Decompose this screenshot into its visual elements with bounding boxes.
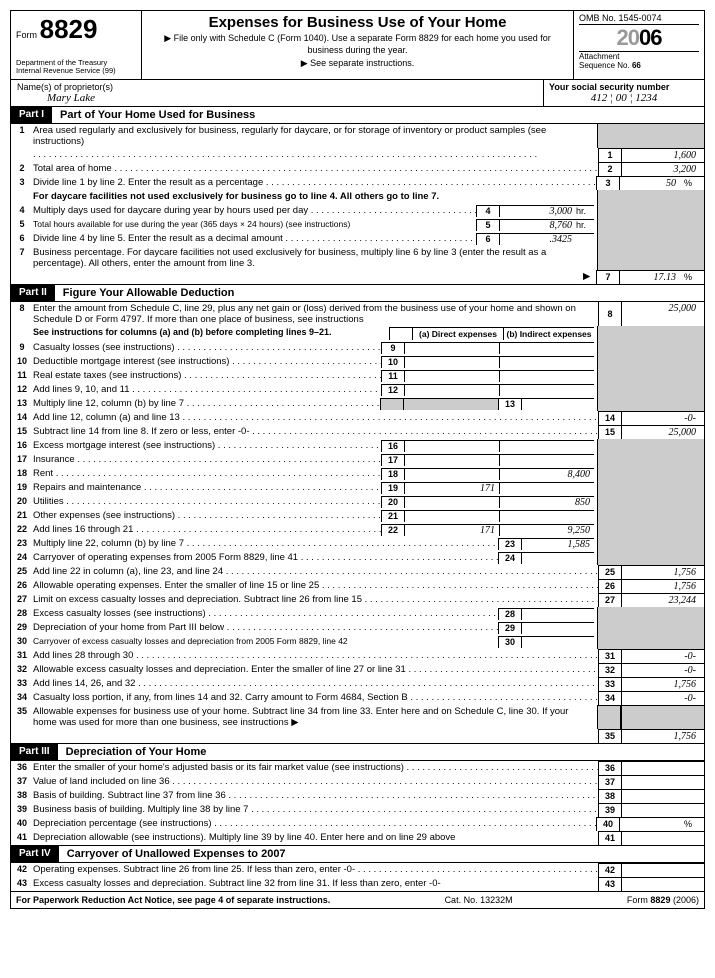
line1-text: Area used regularly and exclusively for …	[33, 124, 597, 148]
line5-value[interactable]: 8,760	[500, 219, 576, 231]
proprietor-name[interactable]: Mary Lake	[17, 92, 538, 104]
line3-value[interactable]: 50	[620, 176, 684, 190]
form-label: Form	[16, 30, 37, 40]
form-subtitle2: ▶ See separate instructions.	[148, 58, 567, 70]
line1-value[interactable]: 1,600	[622, 148, 704, 162]
line15-value[interactable]: 25,000	[622, 425, 704, 439]
name-label: Name(s) of proprietor(s)	[17, 82, 538, 92]
line6-value[interactable]: .3425	[500, 233, 576, 245]
form-header: Form 8829 Department of the Treasury Int…	[11, 11, 704, 80]
line14-value[interactable]: -0-	[622, 411, 704, 425]
part1-header: Part I Part of Your Home Used for Busine…	[11, 107, 704, 124]
form-footer: For Paperwork Reduction Act Notice, see …	[11, 891, 704, 908]
dept: Department of the Treasury Internal Reve…	[16, 59, 136, 76]
line8-value[interactable]: 25,000	[622, 302, 704, 326]
line2-value[interactable]: 3,200	[622, 162, 704, 176]
line4-value[interactable]: 3,000	[500, 205, 576, 217]
form-8829: Form 8829 Department of the Treasury Int…	[10, 10, 705, 909]
form-title: Expenses for Business Use of Your Home	[148, 14, 567, 31]
part4-header: Part IV Carryover of Unallowed Expenses …	[11, 846, 704, 863]
form-number: 8829	[40, 14, 98, 44]
form-subtitle1: ▶ File only with Schedule C (Form 1040).…	[148, 33, 567, 56]
ssn-label: Your social security number	[549, 82, 699, 92]
part3-header: Part III Depreciation of Your Home	[11, 744, 704, 761]
part2-header: Part II Figure Your Allowable Deduction	[11, 285, 704, 302]
omb: OMB No. 1545-0074	[579, 13, 699, 25]
name-ssn-row: Name(s) of proprietor(s) Mary Lake Your …	[11, 80, 704, 107]
line7-value[interactable]: 17.13	[620, 270, 684, 284]
ssn-value[interactable]: 412 ¦ 00 ¦ 1234	[549, 92, 699, 104]
